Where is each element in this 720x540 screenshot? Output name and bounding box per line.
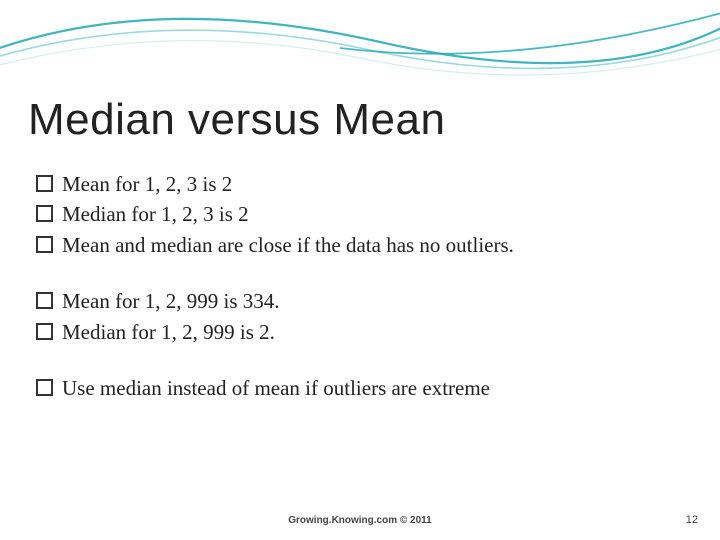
bullet-group-1: Mean for 1, 2, 3 is 2 Median for 1, 2, 3… [28, 169, 692, 260]
page-number: 12 [686, 514, 698, 526]
bullet-item: Mean and median are close if the data ha… [28, 230, 692, 260]
bullet-item: Mean for 1, 2, 999 is 334. [28, 286, 692, 316]
slide: Median versus Mean Mean for 1, 2, 3 is 2… [0, 0, 720, 540]
bullet-item: Use median instead of mean if outliers a… [28, 373, 692, 403]
footer-text: Growing.Knowing.com © 2011 [0, 515, 720, 526]
slide-title: Median versus Mean [28, 95, 692, 145]
bullet-item: Mean for 1, 2, 3 is 2 [28, 169, 692, 199]
bullet-group-2: Mean for 1, 2, 999 is 334. Median for 1,… [28, 286, 692, 347]
bullet-item: Median for 1, 2, 999 is 2. [28, 317, 692, 347]
bullet-group-3: Use median instead of mean if outliers a… [28, 373, 692, 403]
bullet-item: Median for 1, 2, 3 is 2 [28, 199, 692, 229]
